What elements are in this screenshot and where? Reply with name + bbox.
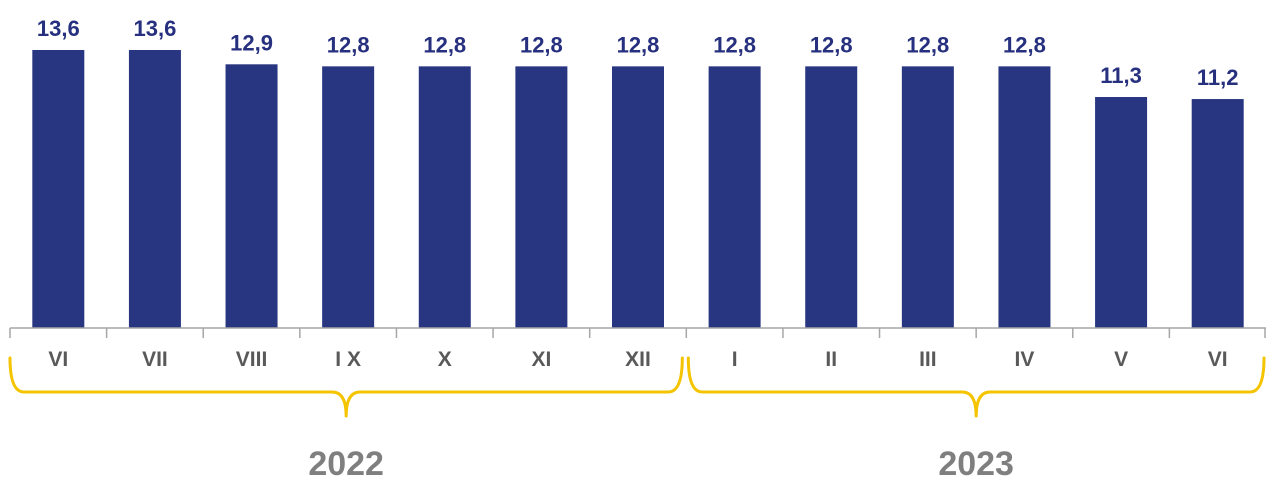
tick-label-4: I X [335,348,361,371]
value-label-11: 12,8 [1003,32,1046,57]
bar-3 [225,64,278,328]
tick-label-6: XI [531,348,551,371]
bars-group [32,50,1244,328]
value-label-10: 12,8 [906,32,949,57]
value-label-9: 12,8 [810,32,853,57]
bar-8 [708,66,761,328]
tick-label-1: VI [48,348,68,371]
value-label-2: 13,6 [134,16,177,41]
bar-5 [418,66,471,328]
value-label-3: 12,9 [230,30,273,55]
bar-13 [1191,99,1244,328]
tick-label-8: I [732,348,738,371]
value-label-7: 12,8 [617,32,660,57]
tick-label-2: VII [142,348,168,371]
bracket-2022 [8,356,684,418]
value-label-4: 12,8 [327,32,370,57]
tick-label-13: VI [1208,348,1228,371]
tick-label-5: X [438,348,452,371]
bar-7 [612,66,664,328]
tick-label-9: II [825,348,837,371]
value-labels-group: 13,6 13,6 12,9 12,8 12,8 12,8 12,8 12,8 12,8 12,8… [37,16,1239,90]
bar-4 [322,66,375,328]
value-label-1: 13,6 [37,16,80,41]
value-label-12: 11,3 [1100,63,1142,88]
bar-1 [32,50,85,328]
bar-2 [128,50,181,328]
value-label-13: 11,2 [1197,65,1239,90]
bar-11 [998,66,1051,328]
bar-10 [901,66,954,328]
bar-12 [1095,97,1148,328]
tick-label-12: V [1114,348,1128,371]
year-brackets [8,356,1266,418]
value-label-8: 12,8 [713,32,756,57]
year-label-2023: 2023 [938,445,1014,478]
year-labels-group: 2022 2023 [308,445,1014,478]
tick-label-10: III [919,348,937,371]
x-axis [9,327,1266,338]
tick-label-3: VIII [236,348,268,371]
tick-label-11: IV [1015,348,1035,371]
tick-label-7: XII [625,348,651,371]
value-label-6: 12,8 [520,32,563,57]
year-label-2022: 2022 [308,445,384,478]
bar-6 [515,66,568,328]
value-label-5: 12,8 [423,32,466,57]
bar-9 [805,66,858,328]
tick-labels-group: VI VII VIII I X X XI XII I II III IV V VI [48,348,1227,371]
bracket-2023 [686,356,1266,418]
